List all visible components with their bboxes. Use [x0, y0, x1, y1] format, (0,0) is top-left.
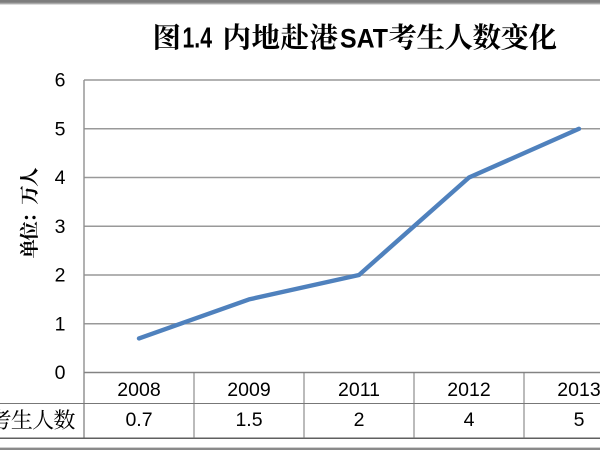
svg-text:4: 4 [55, 167, 66, 189]
svg-text:2012: 2012 [447, 379, 490, 401]
svg-text:SAT: SAT [340, 23, 388, 54]
svg-text:4: 4 [464, 409, 475, 431]
svg-text:2009: 2009 [227, 379, 270, 401]
svg-text:0.7: 0.7 [125, 409, 152, 431]
svg-text:1: 1 [55, 313, 66, 335]
svg-text:2011: 2011 [338, 379, 380, 401]
svg-text:1.4: 1.4 [183, 22, 213, 54]
svg-text:5: 5 [574, 409, 585, 431]
svg-text:3: 3 [55, 216, 66, 238]
svg-text:1.5: 1.5 [235, 409, 262, 431]
svg-text:2: 2 [354, 409, 365, 431]
svg-text:2: 2 [55, 265, 66, 287]
svg-text:2013: 2013 [557, 379, 600, 401]
svg-text:2008: 2008 [117, 379, 160, 401]
svg-text:0: 0 [55, 362, 66, 384]
svg-text:5: 5 [55, 118, 66, 140]
svg-text:6: 6 [55, 70, 66, 92]
